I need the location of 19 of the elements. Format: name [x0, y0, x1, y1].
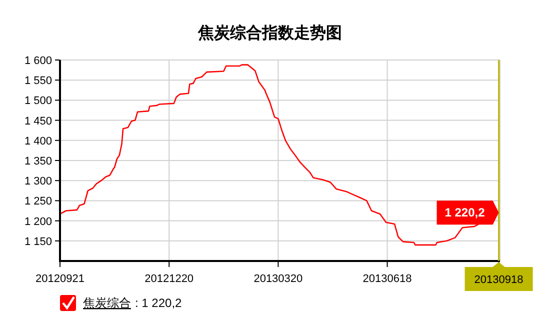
y-tick-label: 1 400 — [24, 135, 52, 148]
y-tick-label: 1 350 — [24, 156, 52, 168]
y-tick-label: 1 500 — [24, 95, 52, 108]
y-tick-label: 1 150 — [24, 236, 52, 248]
legend-label: 焦炭综合 — [83, 296, 131, 310]
x-tick-label: 20121220 — [144, 273, 194, 285]
chart-title: 焦炭综合指数走势图 — [197, 24, 342, 42]
y-tick-label: 1 300 — [24, 176, 52, 188]
y-tick-label: 1 200 — [24, 216, 52, 228]
annotation: 1 220,2 — [444, 206, 486, 220]
y-tick-label: 1 600 — [24, 55, 52, 67]
y-tick-label: 1 250 — [24, 196, 52, 208]
text: : 1 220,2 — [135, 296, 182, 310]
x-tick-label: 20130618 — [362, 273, 412, 285]
y-tick-label: 1 550 — [24, 75, 52, 88]
x-tick-label: 20120921 — [36, 273, 84, 285]
ref-line-label: 20130918 — [474, 274, 524, 286]
x-tick-label: 20130320 — [254, 273, 303, 285]
y-tick-label: 1 450 — [24, 115, 52, 128]
